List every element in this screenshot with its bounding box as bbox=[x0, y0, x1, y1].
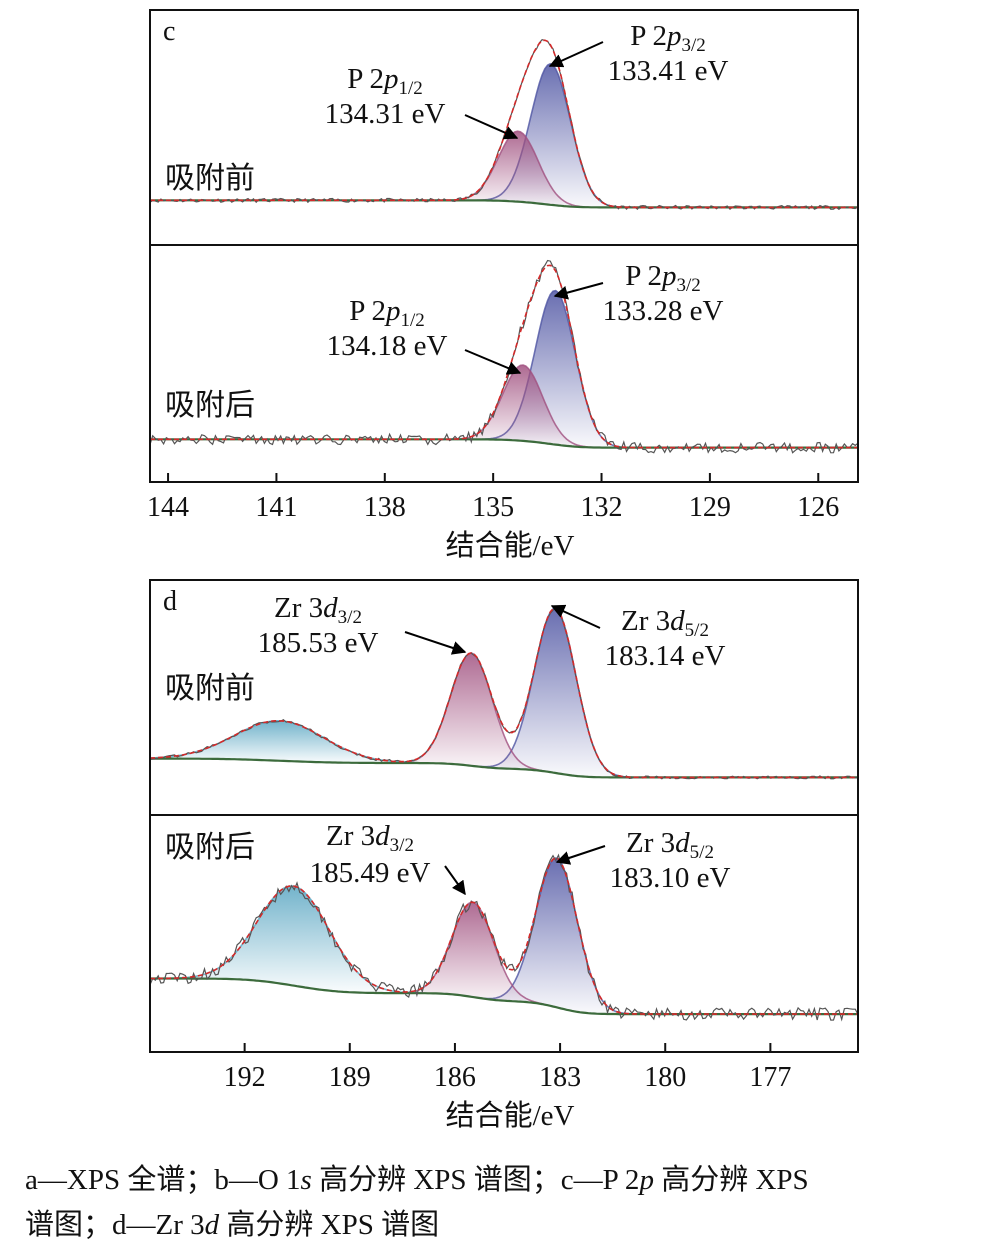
peak-subscript-text: 1/2 bbox=[399, 78, 423, 99]
peak-fill-p2p32 bbox=[476, 63, 624, 208]
x-tick-label: 132 bbox=[581, 492, 623, 523]
peak-name-label: Zr 3d5/2 bbox=[621, 605, 709, 641]
sample-label: 吸附后 bbox=[165, 831, 255, 864]
annotation-arrow bbox=[404, 631, 467, 655]
sample-label: 吸附前 bbox=[165, 672, 255, 705]
peak-name-label: P 2p3/2 bbox=[625, 260, 701, 296]
x-tick-label: 180 bbox=[644, 1062, 686, 1093]
x-tick-label: 138 bbox=[364, 492, 406, 523]
annotation-arrow bbox=[464, 349, 522, 375]
raw-data-line bbox=[149, 259, 859, 454]
caption-text: 高分辨 XPS bbox=[653, 1164, 809, 1196]
peak-name-label: P 2p3/2 bbox=[630, 20, 706, 56]
peak-subscript-text: 3/2 bbox=[682, 35, 706, 56]
peak-fill-zr3d32 bbox=[395, 653, 548, 772]
annotation-arrow bbox=[555, 845, 606, 865]
peak-energy-label: 133.41 eV bbox=[608, 55, 729, 87]
raw-data-line bbox=[149, 853, 859, 1022]
peak-fill-p2p32 bbox=[482, 290, 630, 448]
peak-fill-zr3d52 bbox=[476, 608, 632, 778]
peak-name-text: Zr 3 bbox=[274, 592, 323, 624]
annotation-arrow bbox=[550, 604, 601, 629]
fit-envelope-line bbox=[150, 39, 858, 209]
peak-name-text: P 2 bbox=[347, 63, 384, 95]
fit-envelope-line bbox=[149, 607, 858, 779]
x-tick-label: 186 bbox=[434, 1062, 476, 1093]
peak-name-label: Zr 3d3/2 bbox=[326, 820, 414, 856]
peak-orbital-text: d bbox=[323, 592, 338, 624]
x-tick-label: 135 bbox=[472, 492, 514, 523]
figure-caption: a—XPS 全谱；b—O 1s 高分辨 XPS 谱图；c—P 2p 高分辨 XP… bbox=[25, 1158, 990, 1248]
x-tick-label: 144 bbox=[147, 492, 189, 523]
panel-label: d bbox=[163, 586, 177, 617]
fit-envelope-line bbox=[150, 264, 858, 449]
peak-subscript-text: 3/2 bbox=[338, 607, 362, 628]
caption-text: a—XPS 全谱；b—O 1 bbox=[25, 1164, 301, 1196]
peak-orbital-text: p bbox=[665, 20, 682, 52]
x-tick-label: 129 bbox=[689, 492, 731, 523]
annotation-arrow bbox=[444, 865, 466, 896]
x-tick-label: 183 bbox=[539, 1062, 581, 1093]
peak-fill-zr3d32 bbox=[397, 902, 548, 1006]
peak-energy-label: 133.28 eV bbox=[603, 295, 724, 327]
peak-orbital-text: d bbox=[675, 827, 690, 859]
peak-energy-label: 134.31 eV bbox=[325, 98, 446, 130]
caption-text: 高分辨 XPS 谱图；c—P 2 bbox=[311, 1164, 640, 1196]
peak-name-label: Zr 3d5/2 bbox=[626, 827, 714, 863]
peak-energy-label: 134.18 eV bbox=[327, 330, 448, 362]
peak-name-text: P 2 bbox=[630, 20, 667, 52]
peak-subscript-text: 3/2 bbox=[390, 835, 414, 856]
peak-name-text: Zr 3 bbox=[626, 827, 675, 859]
peak-orbital-text: d bbox=[670, 605, 685, 637]
x-axis-label: 结合能/eV bbox=[446, 1099, 575, 1132]
peak-fill-unlabeled bbox=[163, 885, 423, 994]
peak-subscript-text: 3/2 bbox=[677, 275, 701, 296]
sample-label: 吸附后 bbox=[165, 389, 255, 422]
x-tick-label: 189 bbox=[329, 1062, 371, 1093]
caption-text: 高分辨 XPS 谱图 bbox=[219, 1209, 440, 1241]
peak-name-text: Zr 3 bbox=[326, 820, 375, 852]
x-tick-label: 192 bbox=[224, 1062, 266, 1093]
fit-envelope-line bbox=[150, 857, 858, 1015]
panel-label: c bbox=[163, 16, 175, 47]
peak-name-label: Zr 3d3/2 bbox=[274, 592, 362, 628]
x-tick-label: 126 bbox=[797, 492, 839, 523]
caption-text: p bbox=[639, 1164, 654, 1196]
peak-energy-label: 183.14 eV bbox=[605, 640, 726, 672]
peak-orbital-text: d bbox=[375, 820, 390, 852]
peak-orbital-text: p bbox=[384, 295, 401, 327]
caption-text: s bbox=[300, 1164, 312, 1196]
x-tick-label: 177 bbox=[749, 1062, 791, 1093]
peak-name-label: P 2p1/2 bbox=[347, 63, 423, 99]
caption-text: d bbox=[204, 1209, 220, 1241]
peak-energy-label: 185.53 eV bbox=[258, 627, 379, 659]
caption-text: 谱图；d—Zr 3 bbox=[25, 1209, 205, 1241]
annotation-arrow bbox=[548, 41, 604, 68]
peak-fill-p2p12 bbox=[452, 365, 594, 448]
x-axis-label: 结合能/eV bbox=[446, 529, 575, 562]
peak-name-text: Zr 3 bbox=[621, 605, 670, 637]
annotation-arrow bbox=[553, 282, 604, 300]
peak-name-label: P 2p1/2 bbox=[349, 295, 425, 331]
peak-subscript-text: 5/2 bbox=[685, 620, 709, 641]
x-tick-label: 141 bbox=[255, 492, 297, 523]
peak-name-text: P 2 bbox=[349, 295, 386, 327]
peak-orbital-text: p bbox=[660, 260, 677, 292]
peak-energy-label: 185.49 eV bbox=[310, 857, 431, 889]
peak-fill-unlabeled bbox=[150, 720, 431, 764]
annotation-arrow bbox=[464, 114, 519, 140]
peak-energy-label: 183.10 eV bbox=[610, 862, 731, 894]
peak-subscript-text: 1/2 bbox=[401, 310, 425, 331]
peak-orbital-text: p bbox=[382, 63, 399, 95]
sample-label: 吸附前 bbox=[165, 162, 255, 195]
peak-name-text: P 2 bbox=[625, 260, 662, 292]
peak-subscript-text: 5/2 bbox=[690, 842, 714, 863]
